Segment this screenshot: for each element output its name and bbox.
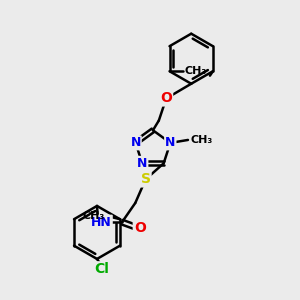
Text: HN: HN (91, 216, 112, 229)
Text: CH₃: CH₃ (83, 211, 105, 221)
Text: N: N (130, 136, 141, 149)
Text: N: N (165, 136, 175, 149)
Text: O: O (160, 92, 172, 106)
Text: CH₃: CH₃ (191, 135, 213, 145)
Text: Cl: Cl (94, 262, 109, 276)
Text: CH₃: CH₃ (184, 66, 206, 76)
Text: O: O (134, 221, 146, 235)
Text: N: N (137, 157, 147, 170)
Text: S: S (141, 172, 151, 186)
